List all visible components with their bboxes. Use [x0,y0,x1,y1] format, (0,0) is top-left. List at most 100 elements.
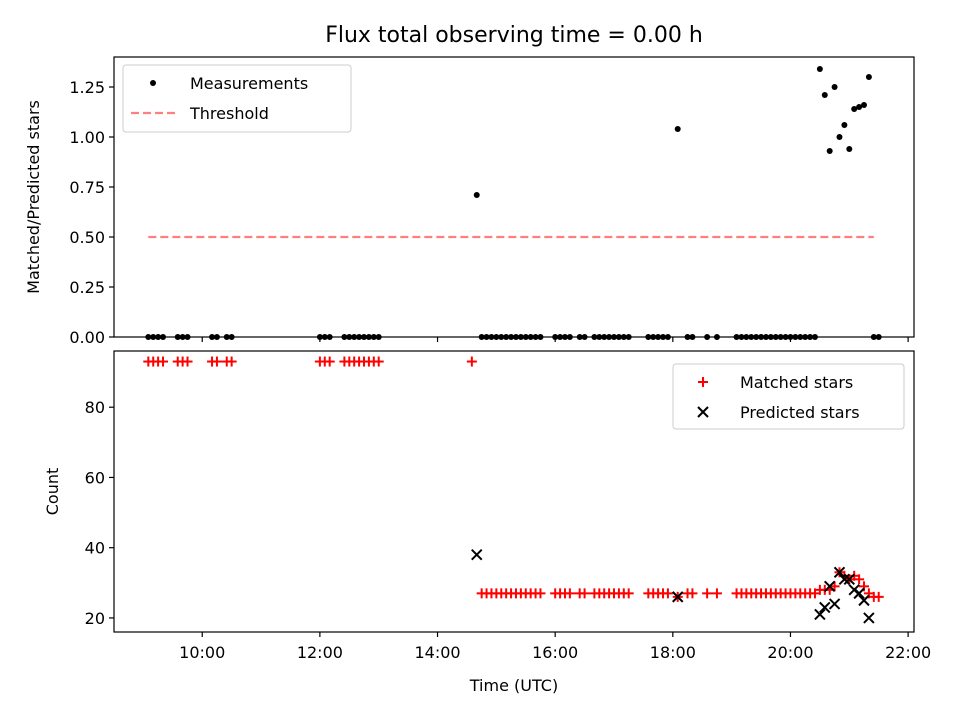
predicted-stars-point [853,587,865,600]
measurement-point [228,334,235,340]
matched-stars-point [158,356,169,367]
predicted-stars-point [819,601,831,614]
measurement-point [537,334,544,340]
count-y-tick-label: 40 [85,539,105,558]
predicted-stars-point-b [838,573,851,586]
predicted-stars-point [863,612,875,624]
matched-stars-point [373,356,384,367]
count-x-tick-label: 22:00 [885,643,931,662]
count-x-tick-label: 16:00 [532,643,578,662]
legend-label: Threshold [189,104,269,123]
predicted-stars-point-b [823,580,836,593]
measurement-point [870,334,877,340]
legend-item: Matched stars [698,373,853,392]
measurement-point [625,334,632,340]
measurement-point [361,334,367,340]
matched-stars-point [662,588,673,599]
predicted-stars-point-b [672,591,684,603]
measurement-point [811,334,818,340]
chart-title: Flux total observing time = 0.00 h [325,23,703,48]
measurement-point [512,334,519,340]
measurement-point [841,122,848,128]
measurement-point [508,334,515,340]
predicted-stars-point-b [843,573,856,586]
count-axes-frame [113,350,915,633]
matched-stars-point [226,356,237,367]
measurement-point [478,334,485,340]
measurement-point [522,334,529,340]
predicted-stars-point-b [828,598,841,610]
measurement-point [792,334,799,340]
ratio-y-tick-label: 1.00 [69,128,105,147]
count-panel: 20 40 60 80 10:00 12:00 14:00 16:00 18:00 20:00 22… [43,350,931,695]
measurement-point [145,334,152,340]
measurement-point [346,334,353,340]
count-x-axis-label: Time (UTC) [469,676,558,695]
measurement-point [856,104,863,110]
matched-stars-point [702,588,713,599]
measurement-point [552,334,559,340]
predicted-stars-point [471,549,483,561]
measurement-point [213,334,220,340]
measurement-point [865,74,872,80]
measurement-point [836,134,843,140]
count-legend-box [672,363,905,430]
predicted-stars-point [833,566,846,578]
measurement-point [517,334,524,340]
legend-item: Threshold [131,104,269,123]
measurement-point [591,334,598,340]
matched-stars-point [564,588,575,599]
ratio-y-axis-label: Matched/Predicted stars [24,100,43,294]
matched-stars-point [211,356,222,367]
measurement-point [831,84,838,90]
measurement-point [684,334,691,340]
measurement-point [689,334,696,340]
count-legend: Matched stars Predicted stars [672,363,905,430]
measurement-point [601,334,608,340]
predicted-stars-point-b [863,612,875,624]
count-x-tick-label: 20:00 [767,643,813,662]
measurement-point [713,334,720,340]
ratio-y-tick-label: 0.00 [69,328,105,347]
matched-stars-point [687,588,698,599]
measurement-point [826,148,833,154]
measurement-point [527,334,534,340]
count-y-tick-label: 20 [85,609,105,628]
ratio-y-tick-label: 0.50 [69,228,105,247]
measurement-point [846,146,853,152]
measurement-point [738,334,745,340]
predicted-stars-point [858,594,870,607]
measurement-point [777,334,784,340]
measurement-point [321,334,328,340]
measurement-point [821,92,828,98]
count-x-tick-label: 10:00 [179,643,225,662]
measurement-point [816,66,823,72]
measurement-point [861,102,867,108]
ratio-panel: 0.00 0.25 0.50 0.75 1.00 1.25 Matched/Predicte… [24,56,915,347]
measurement-point [581,334,588,340]
measurement-point [179,334,186,340]
predicted-stars-point [828,598,841,610]
ratio-y-tick-label: 0.25 [69,278,105,297]
measurement-point [576,334,583,340]
measurement-point [645,334,652,340]
measurement-point [473,192,480,198]
measurement-point [184,334,191,340]
predicted-stars-point-b [858,594,870,607]
predicted-stars-point-b [853,587,865,600]
measurement-point [209,334,216,340]
measurement-point [356,334,363,340]
measurement-point [488,334,495,340]
matched-stars-point [466,356,477,367]
predicted-stars-point-b [819,601,831,614]
matched-stars-point [873,591,884,602]
ratio-legend: Measurements Threshold [122,64,352,133]
legend-label: Measurements [190,74,308,93]
legend-label: Predicted stars [740,403,860,422]
measurement-point [566,334,573,340]
measurement-point [753,334,760,340]
matched-stars-point [854,574,865,585]
matched-stars-point [711,588,722,599]
measurement-point [174,334,181,340]
